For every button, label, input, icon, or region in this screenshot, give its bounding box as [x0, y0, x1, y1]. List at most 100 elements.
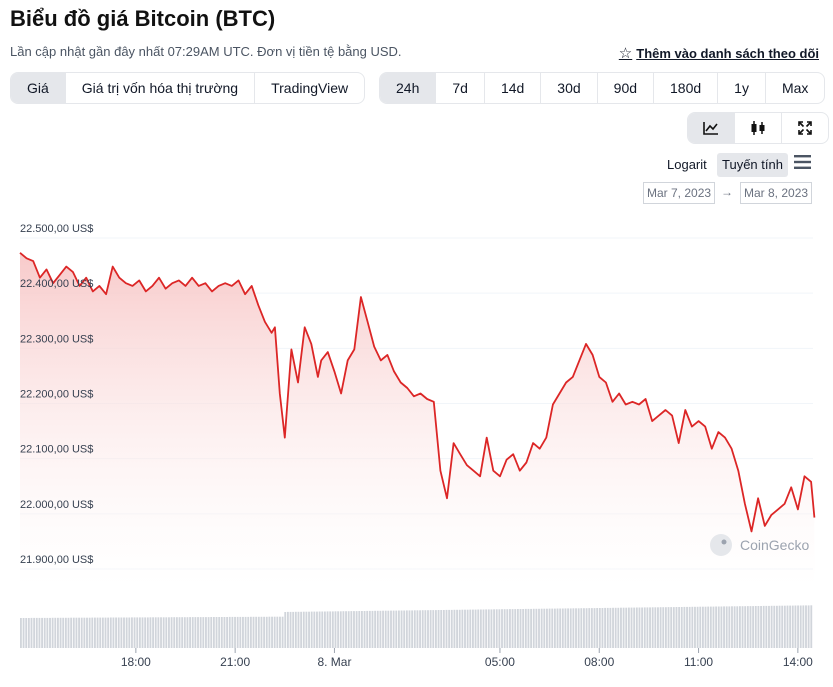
- range-24h[interactable]: 24h: [380, 73, 436, 103]
- volume-bar: [273, 616, 276, 648]
- volume-bar: [638, 607, 641, 648]
- volume-bar: [337, 611, 340, 648]
- volume-bar: [392, 610, 395, 648]
- volume-bar: [265, 616, 268, 648]
- volume-bar: [152, 617, 155, 648]
- tab-tradingview[interactable]: TradingView: [254, 73, 364, 103]
- volume-bar: [376, 610, 379, 648]
- scale-log[interactable]: Logarit: [667, 157, 707, 172]
- volume-bar: [516, 609, 519, 648]
- volume-bar: [231, 616, 234, 648]
- volume-bar: [807, 605, 810, 648]
- volume-bar: [316, 611, 318, 648]
- range-1y[interactable]: 1y: [717, 73, 765, 103]
- volume-bar: [83, 617, 86, 648]
- range-90d[interactable]: 90d: [596, 73, 653, 103]
- volume-bar: [752, 606, 755, 648]
- volume-bar: [212, 617, 215, 648]
- volume-bar: [532, 608, 535, 648]
- volume-bar: [569, 608, 572, 648]
- volume-bar: [580, 608, 583, 648]
- line-chart-button[interactable]: [688, 113, 734, 143]
- volume-bar: [91, 617, 94, 648]
- volume-bar: [355, 611, 358, 648]
- volume-bar: [22, 618, 25, 648]
- volume-bar: [133, 617, 136, 648]
- volume-bar: [368, 610, 371, 648]
- volume-bar: [760, 606, 762, 648]
- volume-bar: [601, 608, 604, 648]
- volume-bar: [255, 616, 258, 648]
- volume-bar: [633, 607, 636, 648]
- volume-bar: [20, 618, 22, 648]
- add-to-watchlist-link[interactable]: ☆ Thêm vào danh sách theo dõi: [619, 44, 819, 62]
- volume-bar: [123, 617, 125, 648]
- volume-bar: [432, 610, 435, 648]
- volume-bar: [268, 616, 271, 648]
- volume-bar: [403, 610, 406, 648]
- volume-bar: [773, 605, 776, 648]
- volume-bar: [300, 611, 303, 648]
- volume-bar: [88, 617, 91, 648]
- range-30d[interactable]: 30d: [540, 73, 596, 103]
- volume-bar: [490, 609, 493, 648]
- expand-button[interactable]: [781, 113, 828, 143]
- volume-bar: [321, 611, 324, 648]
- date-from-input[interactable]: Mar 7, 2023: [643, 182, 716, 204]
- y-tick-label: 22.100,00 US$: [20, 444, 93, 456]
- volume-bar: [805, 605, 807, 648]
- scale-linear[interactable]: Tuyến tính: [717, 153, 788, 177]
- range-7d[interactable]: 7d: [435, 73, 484, 103]
- volume-bar: [360, 611, 363, 648]
- volume-bar: [342, 611, 345, 648]
- candlestick-button[interactable]: [734, 113, 781, 143]
- tab-price[interactable]: Giá: [11, 73, 65, 103]
- tab-market-cap[interactable]: Giá trị vốn hóa thị trường: [64, 73, 254, 103]
- volume-bar: [429, 610, 432, 648]
- volume-bar: [667, 607, 670, 648]
- volume-bar: [411, 610, 414, 648]
- range-max[interactable]: Max: [764, 73, 824, 103]
- volume-bar: [416, 610, 419, 648]
- volume-bar: [445, 609, 448, 648]
- volume-bar: [680, 607, 683, 648]
- volume-bar: [567, 608, 570, 648]
- volume-bar: [178, 617, 181, 648]
- volume-bar: [786, 605, 789, 648]
- volume-bar: [284, 612, 287, 648]
- volume-bar: [242, 616, 244, 648]
- candlestick-icon: [751, 121, 765, 135]
- volume-bar: [107, 617, 110, 648]
- volume-bar: [458, 609, 461, 648]
- volume-bar: [768, 605, 770, 648]
- chart-menu-button[interactable]: [794, 155, 811, 174]
- volume-bar: [620, 607, 622, 648]
- volume-bar: [472, 609, 474, 648]
- volume-bar: [789, 605, 792, 648]
- volume-bar: [717, 606, 720, 648]
- volume-bar: [302, 611, 305, 648]
- volume-bar: [474, 609, 477, 648]
- volume-bar: [498, 609, 501, 648]
- date-to-input[interactable]: Mar 8, 2023: [740, 182, 813, 204]
- volume-bar: [487, 609, 490, 648]
- range-14d[interactable]: 14d: [483, 73, 540, 103]
- volume-bar: [398, 610, 400, 648]
- volume-bar: [379, 610, 382, 648]
- volume-bar: [138, 617, 141, 648]
- volume-bar: [501, 609, 503, 648]
- range-180d[interactable]: 180d: [653, 73, 717, 103]
- volume-bar: [464, 609, 466, 648]
- volume-bar: [308, 611, 310, 648]
- volume-bar: [495, 609, 498, 648]
- volume-bar: [318, 611, 321, 648]
- x-tick-label: 18:00: [121, 655, 151, 669]
- volume-bar: [479, 609, 482, 648]
- volume-bar: [672, 607, 675, 648]
- volume-bar: [712, 606, 715, 648]
- volume-bar: [313, 611, 316, 648]
- volume-bar: [506, 609, 509, 648]
- volume-bar: [109, 617, 112, 648]
- volume-bar: [310, 611, 313, 648]
